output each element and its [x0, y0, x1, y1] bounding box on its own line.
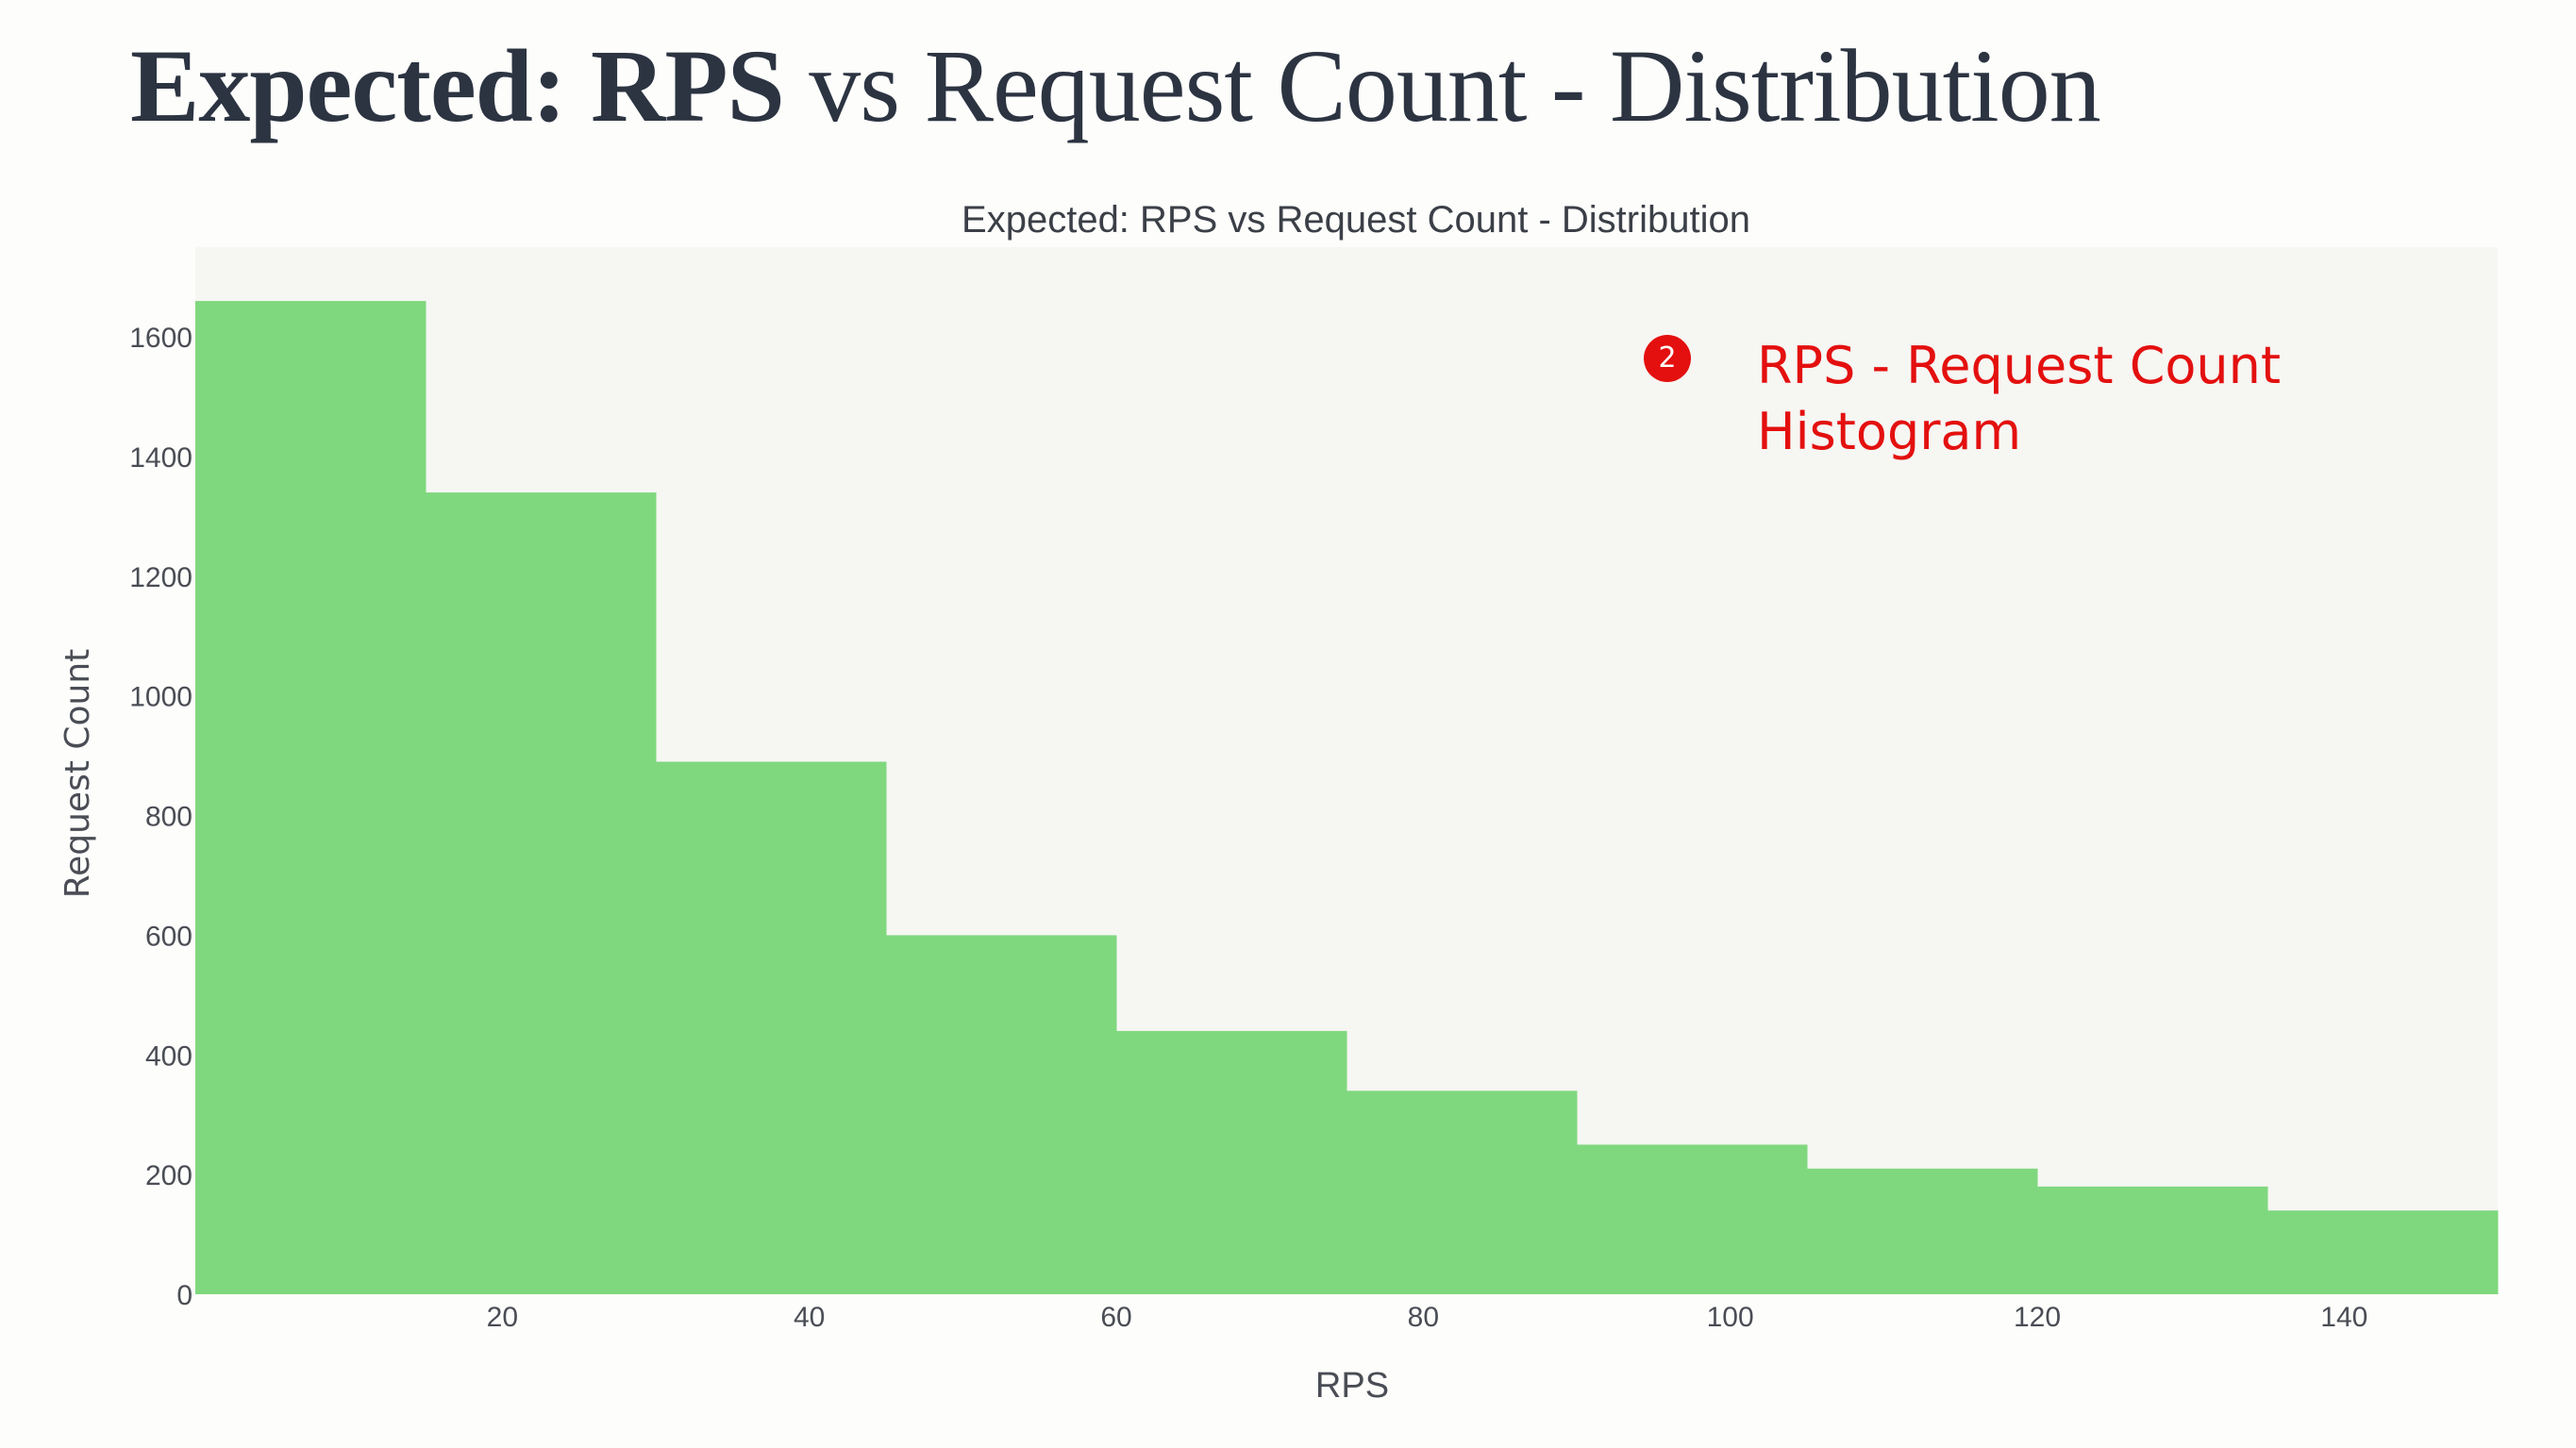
x-tick-label: 40	[794, 1302, 825, 1333]
histogram-bar-6	[1577, 1144, 1808, 1294]
x-axis-label: RPS	[1315, 1366, 1389, 1406]
x-tick-label: 120	[2014, 1302, 2061, 1333]
y-tick-label: 1200	[129, 562, 192, 593]
x-ticks-group: 20 40 60 80 100 120 140	[487, 1302, 2368, 1333]
chart-title: Expected: RPS vs Request Count - Distrib…	[962, 199, 1750, 241]
y-tick-label: 1400	[129, 442, 192, 474]
y-tick-label: 1000	[129, 682, 192, 713]
histogram-bar-9	[2267, 1210, 2499, 1294]
histogram-bar-1	[426, 492, 657, 1294]
y-axis-label: Request Count	[59, 649, 97, 899]
histogram-bar-2	[656, 761, 887, 1294]
annotation-badge: 2	[1644, 335, 1691, 382]
histogram-bar-8	[2037, 1186, 2268, 1294]
x-tick-label: 60	[1100, 1302, 1131, 1333]
histogram-bar-4	[1116, 1030, 1347, 1294]
y-tick-label: 1600	[129, 323, 192, 354]
histogram-bar-0	[195, 301, 427, 1295]
y-tick-label: 200	[145, 1160, 192, 1191]
x-tick-label: 20	[487, 1302, 518, 1333]
y-tick-label: 800	[145, 802, 192, 833]
histogram-bar-3	[886, 935, 1117, 1294]
y-tick-label: 0	[176, 1280, 192, 1311]
x-tick-label: 100	[1707, 1302, 1754, 1333]
y-tick-label: 400	[145, 1040, 192, 1072]
x-tick-label: 140	[2320, 1302, 2367, 1333]
annotation-text: RPS - Request Count Histogram	[1757, 336, 2282, 461]
page-title: Expected: RPS vs Request Count - Distrib…	[130, 26, 2101, 146]
y-tick-label: 600	[145, 921, 192, 952]
page-title-rest: vs Request Count - Distribution	[783, 28, 2100, 143]
x-tick-label: 80	[1408, 1302, 1439, 1333]
page-title-strong: Expected: RPS	[130, 28, 785, 143]
histogram-bar-7	[1807, 1168, 2038, 1294]
y-ticks-group: 0 200 400 600 800 1000 1200 1400 1600	[129, 323, 192, 1311]
histogram-bar-5	[1347, 1090, 1578, 1294]
bars-group	[195, 301, 2499, 1295]
